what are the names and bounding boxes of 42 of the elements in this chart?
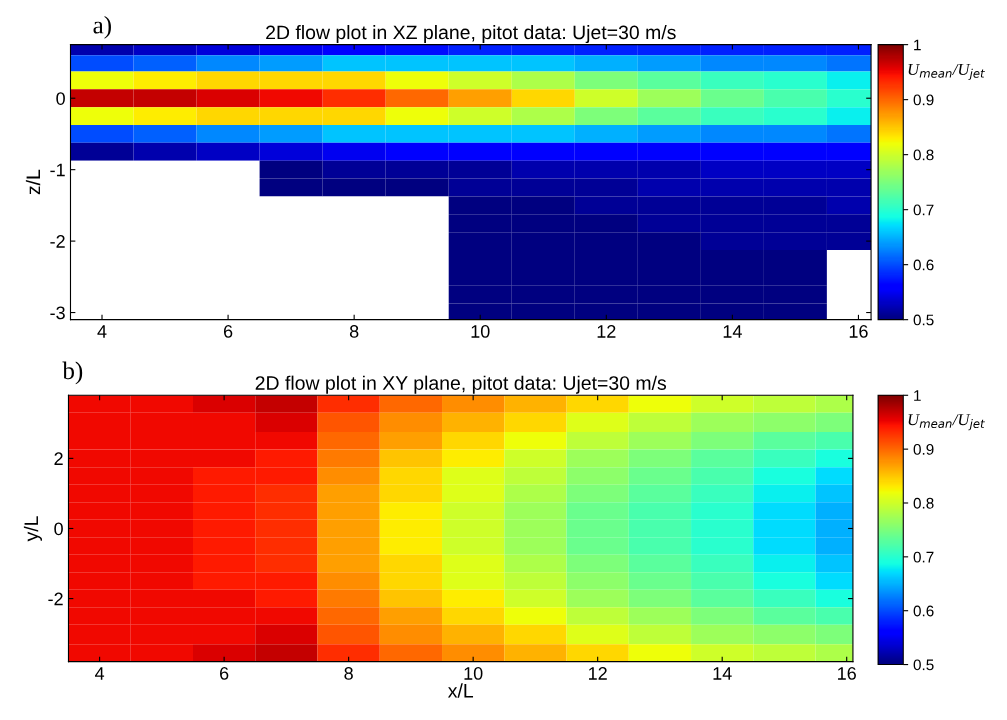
x-tick-label: 6 — [223, 325, 233, 338]
x-tick-label: 14 — [723, 325, 742, 338]
color-bar-label: 0.8 — [913, 497, 934, 509]
y-tick-label: -2 — [48, 592, 63, 606]
x-tick-label: 4 — [95, 667, 105, 680]
x-tick-label: 6 — [220, 667, 229, 680]
y-tick-label: -3 — [50, 306, 65, 320]
x-tick-label: 10 — [471, 325, 490, 338]
text: b) — [62, 361, 83, 385]
color-bar-title: U$_{mean}$/U$_{jet}$ — [908, 414, 985, 431]
x-tick-label: 12 — [589, 667, 607, 680]
color-bar-label: 0.7 — [913, 204, 934, 216]
text: a) — [93, 16, 111, 39]
color-bar-label: 0.5 — [913, 659, 934, 671]
x-tick-label: 10 — [464, 667, 483, 680]
color-bar-label: 0.8 — [913, 149, 934, 161]
y-tick-label: -2 — [50, 235, 65, 248]
y-tick-label: 0 — [54, 522, 63, 536]
y-tick-label: 0 — [56, 92, 65, 105]
color-bar-label: 0.6 — [913, 605, 934, 617]
color-bar-label: 1 — [914, 39, 921, 51]
y-tick-label: -1 — [50, 163, 65, 177]
x-axis-title: x/L — [447, 683, 474, 698]
x-tick-label: 4 — [97, 325, 107, 338]
chart-title: 2D flow plot in XZ plane, pitot data: Ujet=30 m/s — [266, 24, 676, 44]
x-tick-label: 14 — [713, 667, 732, 680]
color-bar-label: 1 — [914, 390, 921, 401]
color-bar-label: 0.6 — [913, 259, 934, 271]
color-bar-label: 0.5 — [913, 314, 934, 326]
x-tick-label: 16 — [838, 667, 856, 680]
color-bar-label: 0.9 — [913, 94, 934, 106]
chart-title: 2D flow plot in XY plane, pitot data: Ujet=30 m/s — [255, 375, 667, 394]
x-tick-label: 8 — [349, 325, 359, 338]
x-tick-label: 8 — [344, 667, 353, 680]
y-axis-title: y/L — [23, 516, 43, 542]
x-tick-label: 12 — [597, 325, 616, 338]
y-tick-label: 2 — [54, 452, 63, 465]
color-bar-label: 0.9 — [913, 444, 934, 455]
x-tick-label: 16 — [849, 325, 868, 338]
y-axis-title: z/L — [25, 169, 41, 195]
color-bar-label: 0.7 — [913, 551, 934, 563]
color-bar-title: U$_{mean}$/U$_{jet}$ — [908, 63, 985, 81]
